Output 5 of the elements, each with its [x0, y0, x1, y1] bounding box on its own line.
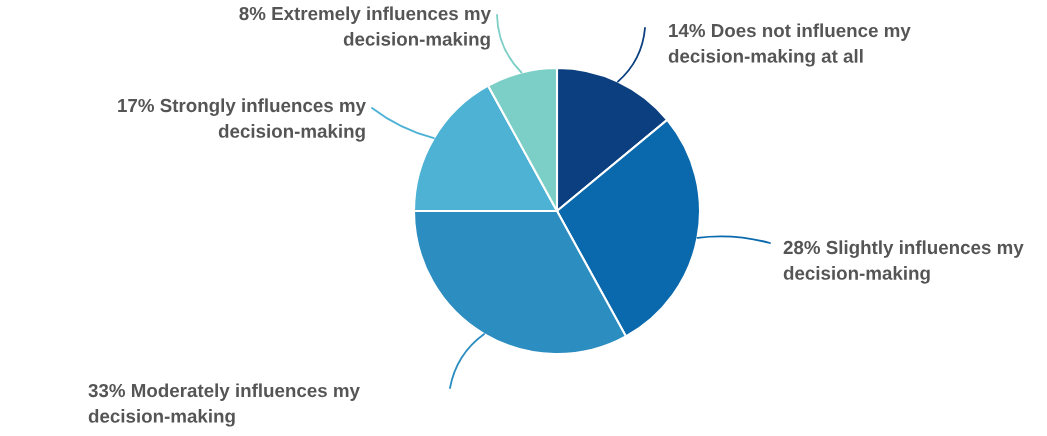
slice-label: 33% Moderately influences my decision-making — [88, 383, 360, 427]
slice-label: 8% Extremely influences my decision-making — [239, 6, 491, 50]
slice-label: 17% Strongly influences my decision-making — [118, 98, 366, 142]
slice-label: 14% Does not influence my decision-making at all — [668, 23, 911, 67]
slice-label: 28% Slightly influences my decision-making — [783, 240, 1024, 284]
